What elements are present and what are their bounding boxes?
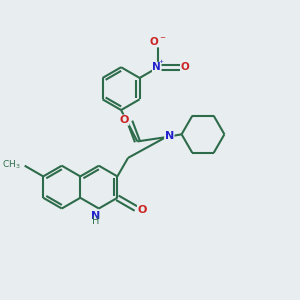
Text: O: O [181, 62, 190, 72]
Text: N: N [91, 212, 100, 221]
Text: H: H [92, 216, 99, 226]
Text: $^+$: $^+$ [157, 58, 164, 68]
Text: O$^-$: O$^-$ [149, 35, 167, 47]
Text: CH$_3$: CH$_3$ [2, 158, 21, 171]
Text: N: N [152, 62, 161, 72]
Text: O: O [137, 205, 147, 215]
Text: O: O [119, 115, 129, 125]
Text: N: N [165, 131, 174, 141]
